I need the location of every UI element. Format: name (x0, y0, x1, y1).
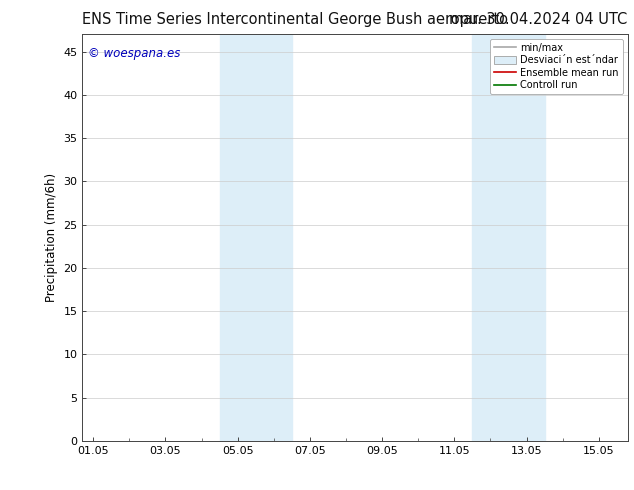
Text: © woespana.es: © woespana.es (88, 47, 180, 59)
Bar (472, 34, 545, 441)
Text: mar. 30.04.2024 04 UTC: mar. 30.04.2024 04 UTC (450, 12, 628, 27)
Bar (219, 34, 292, 441)
Legend: min/max, Desviaci´n est´ndar, Ensemble mean run, Controll run: min/max, Desviaci´n est´ndar, Ensemble m… (490, 39, 623, 94)
Text: ENS Time Series Intercontinental George Bush aeropuerto: ENS Time Series Intercontinental George … (82, 12, 508, 27)
Y-axis label: Precipitation (mm/6h): Precipitation (mm/6h) (45, 173, 58, 302)
